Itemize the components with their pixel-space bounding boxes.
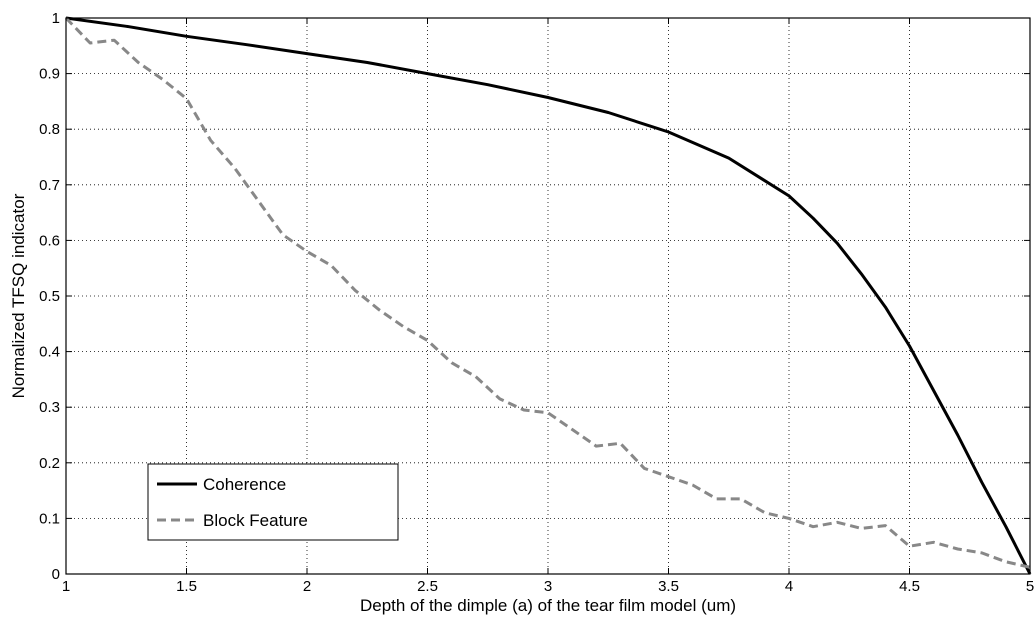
y-tick-label: 0 (52, 566, 60, 583)
y-axis-label: Normalized TFSQ indicator (9, 193, 28, 398)
x-tick-label: 2 (303, 578, 311, 595)
x-tick-label: 5 (1026, 578, 1034, 595)
x-tick-label: 1 (62, 578, 70, 595)
legend-label-block-feature: Block Feature (203, 511, 308, 530)
legend-label-coherence: Coherence (203, 475, 286, 494)
x-tick-label: 2.5 (417, 578, 438, 595)
x-tick-label: 3 (544, 578, 552, 595)
x-tick-label: 4.5 (899, 578, 920, 595)
y-tick-label: 0.9 (39, 66, 60, 83)
legend-box (147, 463, 399, 541)
series-lines (64, 16, 1032, 575)
x-axis-label: Depth of the dimple (a) of the tear film… (360, 596, 736, 615)
y-tick-label: 0.3 (39, 399, 60, 416)
y-tick-label: 0.7 (39, 177, 60, 194)
series-line-block-feature (64, 16, 1031, 569)
y-tick-label: 0.4 (39, 344, 60, 361)
y-tick-label: 0.5 (39, 288, 60, 305)
y-tick-label: 0.8 (39, 121, 60, 138)
axis-ticks: 1 1.5 2 2.5 3 3.5 4 4.5 5 0 0.1 0.2 0.3 0.4 0.5 0.6 0.7 0… (39, 10, 1034, 595)
y-tick-label: 1 (52, 10, 60, 27)
legend: Coherence Block Feature (147, 463, 399, 541)
x-tick-label: 3.5 (658, 578, 679, 595)
y-tick-label: 0.2 (39, 455, 60, 472)
y-tick-label: 0.1 (39, 510, 60, 527)
x-tick-label: 4 (785, 578, 793, 595)
y-tick-label: 0.6 (39, 232, 60, 249)
series-line-coherence (65, 16, 1032, 575)
x-tick-label: 1.5 (176, 578, 197, 595)
